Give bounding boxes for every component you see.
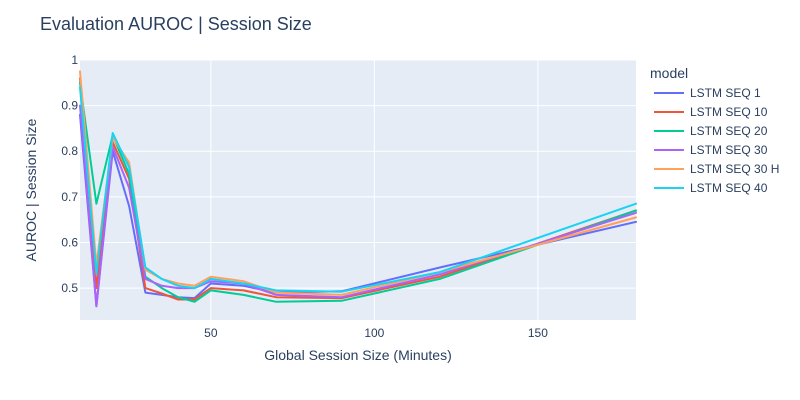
series-lines (79, 70, 637, 308)
series-line-lstm-seq-40 (79, 86, 637, 293)
legend-item-label[interactable]: LSTM SEQ 30 (690, 143, 768, 157)
y-tick-label: 0.9 (61, 99, 78, 113)
x-tick-label: 50 (204, 326, 218, 340)
legend: model LSTM SEQ 1 LSTM SEQ 10 LSTM SEQ 20 LS… (650, 65, 779, 195)
x-tick-label: 100 (364, 326, 384, 340)
legend-item-label[interactable]: LSTM SEQ 20 (690, 124, 768, 138)
legend-item-label[interactable]: LSTM SEQ 1 (690, 86, 761, 100)
series-line-lstm-seq-30 (79, 104, 637, 308)
x-tick-label: 150 (528, 326, 548, 340)
y-axis-title: AUROC | Session Size (23, 118, 39, 261)
y-tick-label: 0.8 (61, 144, 78, 158)
y-axis-ticks: 0.5 0.6 0.7 0.8 0.9 1 (61, 53, 78, 295)
y-tick-label: 0.6 (61, 235, 78, 249)
y-tick-label: 0.7 (61, 190, 78, 204)
chart-title: Evaluation AUROC | Session Size (40, 14, 312, 34)
y-tick-label: 0.5 (61, 281, 78, 295)
y-tick-label: 1 (71, 53, 78, 67)
series-line-lstm-seq-30-h (79, 70, 637, 296)
plot-area (80, 60, 636, 320)
legend-item-label[interactable]: LSTM SEQ 10 (690, 105, 768, 119)
x-axis-title: Global Session Size (Minutes) (264, 347, 452, 363)
legend-item-label[interactable]: LSTM SEQ 40 (690, 181, 768, 195)
x-axis-ticks: 50 100 150 (204, 326, 548, 340)
legend-item-label[interactable]: LSTM SEQ 30 H (690, 162, 779, 176)
legend-title: model (650, 65, 688, 81)
